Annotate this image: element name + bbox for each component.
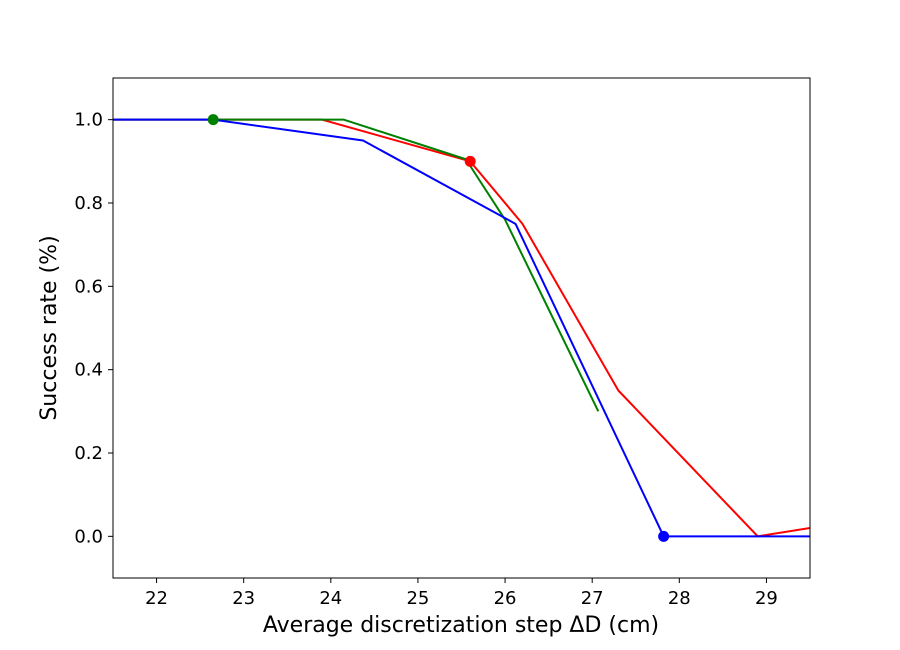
x-tick-label: 26 bbox=[494, 588, 517, 609]
x-tick-label: 24 bbox=[319, 588, 342, 609]
series-marker-1 bbox=[464, 155, 476, 167]
x-tick-label: 22 bbox=[145, 588, 168, 609]
y-tick-label: 0.6 bbox=[74, 276, 103, 297]
y-tick-label: 0.4 bbox=[74, 360, 103, 381]
x-tick-label: 28 bbox=[668, 588, 691, 609]
x-tick-label: 23 bbox=[232, 588, 255, 609]
series-marker-2 bbox=[207, 114, 219, 126]
x-tick-label: 25 bbox=[406, 588, 429, 609]
y-tick-label: 1.0 bbox=[74, 110, 103, 131]
series-marker-3 bbox=[658, 530, 670, 542]
y-tick-label: 0.8 bbox=[74, 193, 103, 214]
y-tick-label: 0.2 bbox=[74, 443, 103, 464]
series-line-2 bbox=[113, 118, 600, 412]
x-tick-label: 29 bbox=[755, 588, 778, 609]
y-axis-label: Success rate (%) bbox=[37, 235, 62, 420]
series-layer bbox=[113, 118, 810, 538]
x-axis-ticks: 22 23 24 25 26 27 28 29 bbox=[145, 578, 778, 609]
series-line-3 bbox=[113, 118, 810, 538]
x-axis-label: Average discretization step ΔD (cm) bbox=[263, 613, 659, 638]
marker-layer bbox=[207, 114, 670, 542]
plot-area-frame bbox=[112, 77, 811, 579]
y-tick-label: 0.0 bbox=[74, 526, 103, 547]
x-tick-label: 27 bbox=[581, 588, 604, 609]
y-axis-ticks: 0.0 0.2 0.4 0.6 0.8 1.0 bbox=[74, 110, 113, 547]
series-line-1 bbox=[113, 118, 810, 538]
